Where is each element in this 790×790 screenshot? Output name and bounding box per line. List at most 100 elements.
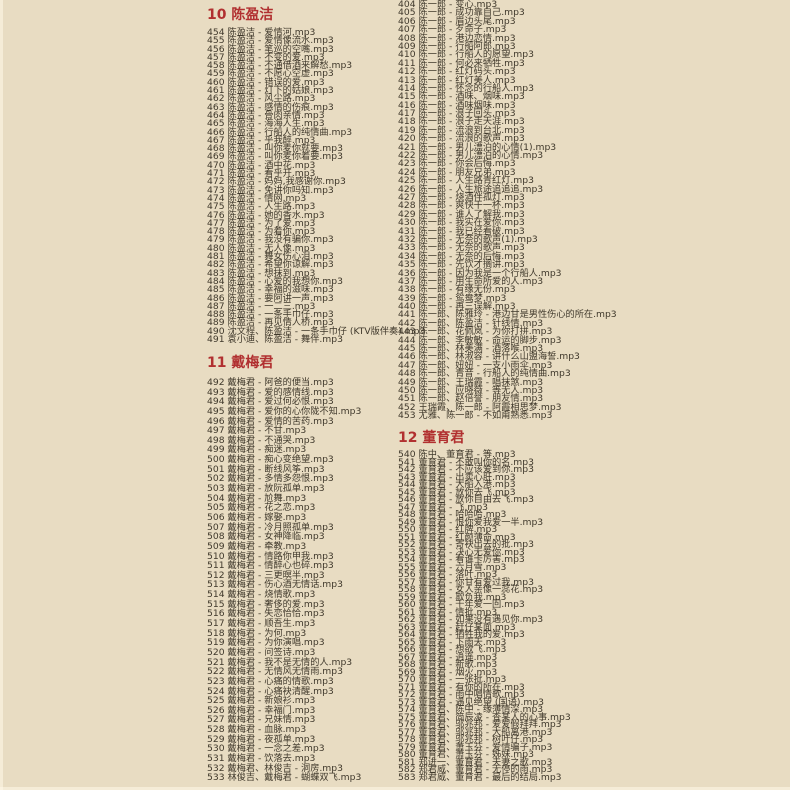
track-number: 449 — [398, 376, 416, 388]
section-number: 11 — [207, 355, 227, 371]
track-item: 433 陈一郎 - 无奈的歌声.mp3 — [398, 243, 617, 252]
track-label: 陈一郎 - 红灯美人.mp3 — [418, 74, 516, 86]
track-number: 439 — [398, 292, 416, 304]
section-dong-yujun: 12 董育君 540 陈中、董育君 - 等.mp3 541 董育君 - 不敢叫你的名.… — [398, 430, 571, 783]
track-label: 戴梅君 - 问签诗.mp3 — [227, 646, 316, 658]
track-label: 陈盈洁 - 笔巡的空嘴.mp3 — [227, 43, 334, 55]
track-number: 548 — [398, 509, 416, 520]
track-label: 陈一郎 - 酒味烟味.mp3 — [418, 99, 516, 111]
track-number: 567 — [398, 651, 416, 663]
track-label: 陈一郎、陈雅玲 - 港边甘是男性伤心的所在.mp3 — [418, 309, 617, 321]
track-label: 陈一郎 - 我实在爱你.mp3 — [418, 217, 525, 229]
track-item: 542 董育君 - 不应该爱到你.mp3 — [398, 465, 571, 474]
track-item: 407 陈一郎 - 歹命子.mp3 — [398, 25, 617, 34]
track-item: 490 沈文程、陈盈洁 - 一条手巾仔 (KTV版伴奏).mp3 — [207, 325, 426, 337]
track-number: 531 — [207, 752, 225, 764]
track-label: 董育君 - 牺牲我的爱.mp3 — [418, 629, 525, 640]
section-number: 12 — [398, 430, 418, 446]
track-item: 554 董育君 - 看谁卡厉害.mp3 — [398, 555, 571, 564]
track-label: 陈盈洁 - 幸福的滋味.mp3 — [227, 284, 334, 296]
track-label: 郑君威、董育君 - 最后的结局.mp3 — [418, 771, 562, 783]
track-label: 王瑞霞、陈一郎 - 阿霞相思梦.mp3 — [418, 401, 562, 413]
track-item: 431 陈一郎 - 我已经看破.mp3 — [398, 226, 617, 236]
track-number: 563 — [398, 621, 416, 633]
track-number: 543 — [398, 471, 416, 483]
track-item: 533 林俊吉、戴梅君 - 蝴蝶双飞.mp3 — [207, 773, 361, 783]
track-label: 戴梅君 - 花之恋.mp3 — [227, 502, 316, 514]
track-item: 449 陈一郎、王瑞霞 - 唱抹煞.mp3 — [398, 376, 617, 388]
track-label: 陈一郎、妞妞 - 一支小雨伞.mp3 — [418, 359, 553, 371]
track-number: 452 — [398, 401, 416, 413]
track-item: 508 戴梅君 - 女神降临.mp3 — [207, 532, 361, 542]
track-item: 442 陈一郎、陈盈洁 - 针线情.mp3 — [398, 319, 617, 328]
track-label: 董育君、简辰凌 - 查某人的心事.mp3 — [418, 711, 571, 723]
track-item: 544 董育君 - 大船入港.mp3 — [398, 479, 571, 490]
track-number: 472 — [207, 176, 225, 188]
section-number: 10 — [207, 7, 227, 23]
track-item: 553 董育君 - 决心无爱你.mp3 — [398, 546, 571, 558]
track-number: 497 — [207, 425, 225, 437]
track-item: 486 陈盈洁 - 要阿讲一声.mp3 — [207, 293, 425, 303]
track-number: 413 — [398, 74, 416, 86]
track-label: 戴梅君 - 情路你甲我.mp3 — [227, 550, 334, 562]
track-label: 董育君、邬兆邦 - 爱爱假拜拜.mp3 — [418, 719, 562, 730]
section-title: 戴梅君 — [231, 355, 274, 371]
track-number: 487 — [207, 300, 225, 312]
track-item: 456 陈盈洁 - 笔巡的空嘴.mp3 — [207, 43, 425, 55]
track-number: 495 — [207, 405, 225, 417]
track-label: 董育君 - 你甘有爱过我.mp3 — [418, 576, 534, 588]
track-number: 530 — [207, 743, 225, 755]
track-number: 418 — [398, 116, 416, 128]
track-label: 戴梅君 - 心痛的情歌.mp3 — [227, 675, 334, 687]
track-label: 董育君 - 情批.mp3 — [418, 606, 498, 618]
track-number: 488 — [207, 309, 225, 321]
track-item: 569 董育君 - 烟火.mp3 — [398, 667, 571, 676]
track-item: 428 陈一郎 - 爽快干一杯.mp3 — [398, 201, 617, 210]
track-label: 沈文程、陈盈洁 - 一条手巾仔 (KTV版伴奏).mp3 — [227, 325, 426, 337]
track-item: 436 陈一郎 - 因为我是一个行船人.mp3 — [398, 268, 617, 278]
track-label: 陈盈洁 - 不变的爱.mp3 — [227, 51, 325, 63]
track-item: 555 董育君 - 六月雪.mp3 — [398, 562, 571, 571]
track-number: 527 — [207, 714, 225, 726]
track-label: 陈一郎 - 变心.mp3 — [418, 0, 498, 10]
track-item: 492 戴梅君 - 阿爸的便当.mp3 — [207, 378, 361, 388]
track-list: 454 陈盈洁 - 爱情河.mp3 455 陈盈洁 - 爱情像流水.mp3 456 陈盈洁… — [207, 28, 426, 344]
track-label: 陈盈洁 - 情网.mp3 — [227, 192, 307, 204]
track-number: 561 — [398, 606, 416, 618]
track-item: 493 戴梅君 - 爱的感情线.mp3 — [207, 387, 361, 398]
track-item: 504 戴梅君 - 尬舞.mp3 — [207, 493, 361, 504]
track-number: 446 — [398, 351, 416, 363]
track-label: 戴梅君 - 新娘衫.mp3 — [227, 695, 316, 707]
track-label: 陈盈洁 - 爱情像流水.mp3 — [227, 35, 334, 47]
track-label: 董育君 - 决心无爱你.mp3 — [418, 546, 525, 558]
track-item: 426 陈一郎 - 人生旅途追追追.mp3 — [398, 184, 617, 194]
track-item: 521 戴梅君 - 我不是无情的人.mp3 — [207, 657, 361, 668]
track-number: 551 — [398, 531, 416, 543]
track-label: 陈盈洁 - 再见情人桥.mp3 — [227, 317, 334, 329]
track-label: 戴梅君 - 放阮孤单.mp3 — [227, 483, 325, 495]
track-item: 520 戴梅君 - 问签诗.mp3 — [207, 648, 361, 658]
track-label: 董育君 - 女人亲像一蕊花.mp3 — [418, 584, 544, 595]
track-label: 陈一郎 - 鸳鸯梦.mp3 — [418, 292, 507, 304]
track-number: 524 — [207, 685, 225, 697]
track-item: 470 陈盈洁 - 酒中花.mp3 — [207, 159, 425, 171]
track-label: 戴梅君 - 一念之差.mp3 — [227, 743, 325, 755]
track-label: 陈盈洁 - 无人像.mp3 — [227, 242, 316, 254]
track-label: 戴梅君 - 断线风筝.mp3 — [227, 463, 325, 475]
track-item: 506 戴梅君 - 嫁娶.mp3 — [207, 513, 361, 523]
track-item: 435 陈一郎 - 先饮才搁讲.mp3 — [398, 259, 617, 271]
track-label: 陈一郎 - 浪子回头.mp3 — [418, 108, 516, 120]
track-label: 董育君 - 大船入港.mp3 — [418, 479, 516, 490]
track-number: 519 — [207, 637, 225, 649]
track-number: 409 — [398, 40, 416, 52]
track-label: 陈一郎 - 人生路青红灯.mp3 — [418, 175, 534, 187]
track-label: 陈一郎 - 先饮才搁讲.mp3 — [418, 259, 525, 271]
track-label: 戴梅君 - 心痛袂清醒.mp3 — [227, 685, 334, 697]
track-label: 董育君 - 逍遥.mp3 — [418, 651, 498, 663]
track-item: 561 董育君 - 情批.mp3 — [398, 606, 571, 618]
track-item: 548 董育君 - 哈哈哈.mp3 — [398, 509, 571, 520]
page-edge-bottom — [0, 787, 790, 790]
track-item: 446 陈一郎、林淑容 - 讲什么山盟海誓.mp3 — [398, 351, 617, 363]
track-label: 董育君、邬兆邦 - 大船离港.mp3 — [418, 726, 553, 738]
track-number: 470 — [207, 159, 225, 171]
